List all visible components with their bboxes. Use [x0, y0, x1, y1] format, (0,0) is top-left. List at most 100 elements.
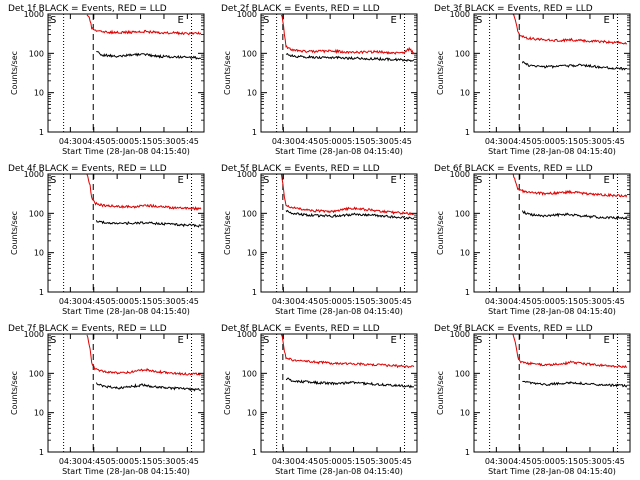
- plot-frame: [260, 13, 418, 133]
- x-tick-label: 05:15: [555, 457, 578, 466]
- series-line-events: [521, 210, 628, 220]
- start-marker: S: [50, 175, 56, 186]
- x-tick-label: 05:00: [532, 297, 555, 306]
- panel-title: Det 5f BLACK = Events, RED = LLD: [221, 164, 380, 174]
- x-tick-label: 05:30: [365, 457, 388, 466]
- y-axis-label: Counts/sec: [223, 371, 232, 415]
- x-axis-label: Start Time (28-Jan-08 04:15:40): [62, 467, 190, 476]
- x-tick-label: 05:00: [319, 297, 342, 306]
- y-tick-label: 1000: [237, 170, 257, 179]
- plot-frame: [47, 333, 205, 453]
- panel-det-7: Det 7f BLACK = Events, RED = LLD 1 10 100 10…: [8, 324, 205, 476]
- start-marker: S: [263, 335, 269, 346]
- y-tick-label: 100: [29, 49, 44, 58]
- x-tick-label: 05:45: [176, 297, 199, 306]
- x-tick-label: 05:45: [602, 457, 625, 466]
- plot-frame: [260, 333, 418, 453]
- plot-frame: [473, 13, 631, 133]
- x-tick-label: 04:30: [485, 457, 508, 466]
- x-tick-label: 04:30: [59, 297, 82, 306]
- plot-frame: [260, 173, 418, 293]
- x-tick-label: 05:15: [129, 297, 152, 306]
- start-marker: S: [50, 335, 56, 346]
- start-marker: S: [263, 175, 269, 186]
- x-tick-label: 05:15: [555, 297, 578, 306]
- y-tick-label: 1000: [24, 170, 44, 179]
- y-tick-label: 1: [252, 128, 257, 137]
- y-tick-label: 1: [39, 128, 44, 137]
- y-tick-label: 1: [465, 448, 470, 457]
- x-tick-label: 04:45: [82, 297, 105, 306]
- y-tick-label: 1000: [24, 330, 44, 339]
- x-tick-label: 04:45: [82, 137, 105, 146]
- x-tick-label: 05:30: [152, 297, 175, 306]
- x-tick-label: 05:15: [555, 137, 578, 146]
- x-tick-label: 04:30: [59, 137, 82, 146]
- y-tick-label: 1000: [24, 10, 44, 19]
- end-marker: E: [391, 15, 397, 26]
- series-line-events: [285, 209, 415, 220]
- x-tick-label: 05:15: [129, 137, 152, 146]
- y-tick-label: 1000: [237, 330, 257, 339]
- end-marker: E: [604, 335, 610, 346]
- x-axis-label: Start Time (28-Jan-08 04:15:40): [488, 307, 616, 316]
- x-axis-label: Start Time (28-Jan-08 04:15:40): [488, 147, 616, 156]
- end-marker: E: [178, 15, 184, 26]
- y-tick-label: 10: [34, 89, 44, 98]
- x-tick-label: 05:45: [602, 297, 625, 306]
- series-line-lld: [280, 14, 415, 55]
- x-tick-label: 04:45: [295, 137, 318, 146]
- series-line-events: [285, 377, 415, 389]
- y-tick-label: 10: [460, 409, 470, 418]
- end-marker: E: [178, 175, 184, 186]
- series-line-events: [95, 220, 202, 228]
- x-tick-label: 05:45: [389, 457, 412, 466]
- x-tick-label: 04:30: [485, 137, 508, 146]
- x-tick-label: 05:15: [342, 137, 365, 146]
- y-tick-label: 100: [242, 369, 257, 378]
- x-tick-label: 05:00: [532, 457, 555, 466]
- series-line-lld: [86, 174, 202, 211]
- series-line-events: [521, 60, 627, 71]
- y-tick-label: 10: [34, 409, 44, 418]
- y-tick-label: 100: [242, 49, 257, 58]
- x-tick-label: 05:15: [342, 297, 365, 306]
- start-marker: S: [50, 15, 56, 26]
- series-line-lld: [512, 174, 628, 198]
- series-line-lld: [86, 334, 202, 376]
- end-marker: E: [391, 335, 397, 346]
- plot-frame: [47, 173, 205, 293]
- start-marker: S: [263, 15, 269, 26]
- series-line-lld: [280, 334, 415, 369]
- y-tick-label: 1000: [237, 10, 257, 19]
- panel-title: Det 2f BLACK = Events, RED = LLD: [221, 4, 380, 14]
- y-tick-label: 1: [252, 288, 257, 297]
- panel-det-8: Det 8f BLACK = Events, RED = LLD 1 10 100 10…: [221, 324, 418, 476]
- end-marker: E: [604, 175, 610, 186]
- y-tick-label: 100: [29, 369, 44, 378]
- y-axis-label: Counts/sec: [10, 51, 19, 95]
- panel-det-2: Det 2f BLACK = Events, RED = LLD 1 10 100 10…: [221, 4, 418, 156]
- y-axis-label: Counts/sec: [436, 371, 445, 415]
- end-marker: E: [178, 335, 184, 346]
- plot-frame: [473, 333, 631, 453]
- panel-title: Det 6f BLACK = Events, RED = LLD: [434, 164, 593, 174]
- x-tick-label: 05:45: [389, 137, 412, 146]
- panel-det-6: Det 6f BLACK = Events, RED = LLD 1 10 100 10…: [434, 164, 631, 316]
- x-tick-label: 05:00: [106, 297, 129, 306]
- x-tick-label: 05:45: [389, 297, 412, 306]
- y-tick-label: 100: [455, 369, 470, 378]
- x-axis-label: Start Time (28-Jan-08 04:15:40): [275, 307, 403, 316]
- x-tick-label: 05:45: [176, 457, 199, 466]
- series-line-events: [95, 382, 202, 392]
- x-tick-label: 04:30: [272, 137, 295, 146]
- x-tick-label: 05:30: [578, 457, 601, 466]
- x-tick-label: 05:00: [319, 137, 342, 146]
- x-tick-label: 04:30: [59, 457, 82, 466]
- x-tick-label: 05:45: [176, 137, 199, 146]
- x-tick-label: 04:30: [485, 297, 508, 306]
- y-tick-label: 1: [465, 128, 470, 137]
- x-tick-label: 05:30: [578, 297, 601, 306]
- y-tick-label: 1000: [450, 10, 470, 19]
- x-tick-label: 05:00: [106, 137, 129, 146]
